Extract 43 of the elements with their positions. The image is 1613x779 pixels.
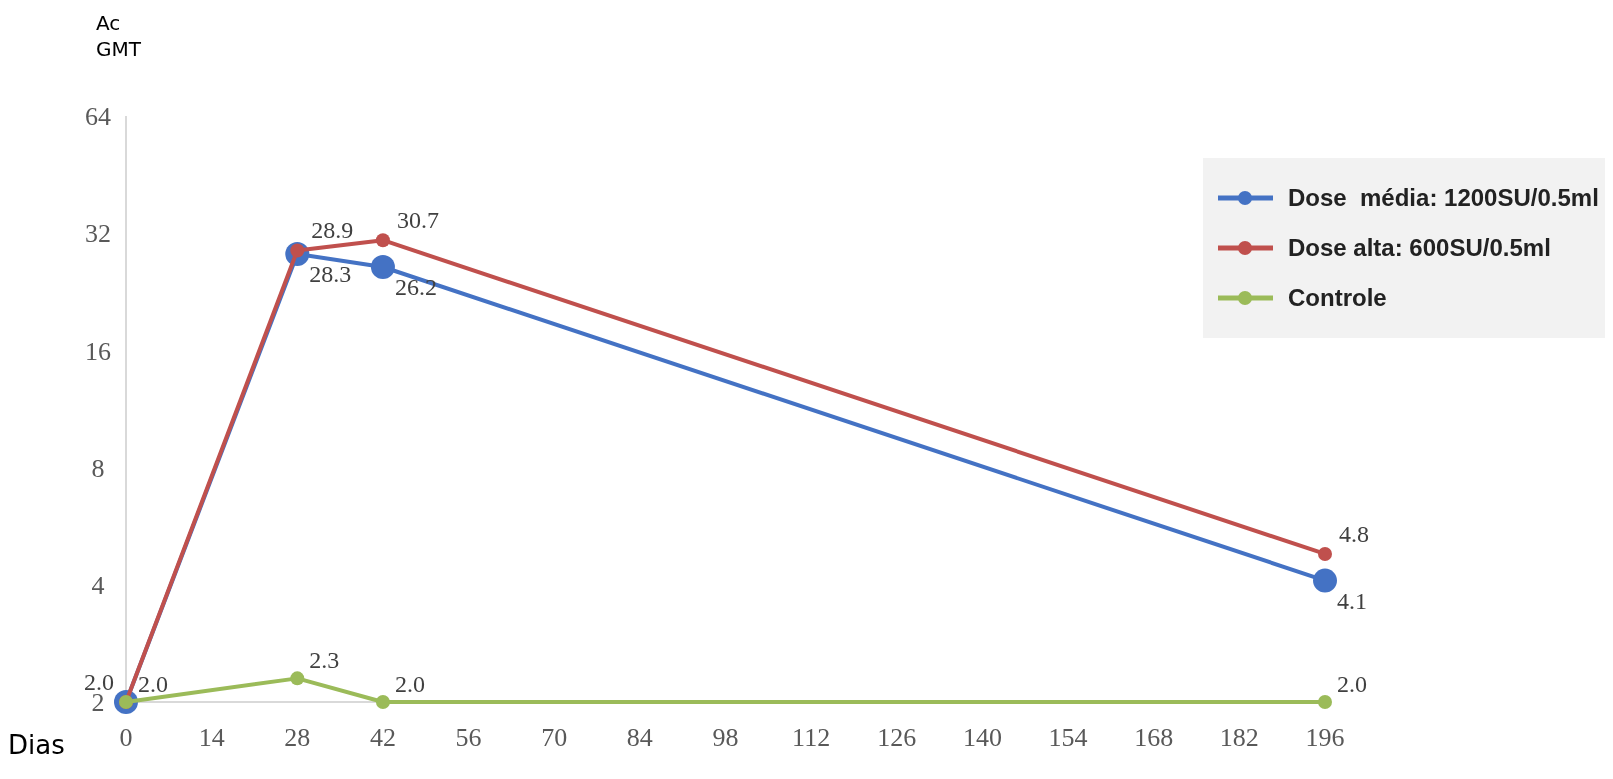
- y-tick-label: 4: [91, 570, 105, 600]
- x-tick-label: 70: [541, 723, 568, 752]
- x-tick-label: 140: [962, 723, 1002, 752]
- point: [1318, 695, 1332, 709]
- legend-label: Dose média: 1200SU/0.5ml: [1288, 184, 1599, 212]
- x-axis-title: Dias: [8, 730, 65, 760]
- point: [290, 671, 305, 686]
- x-tick-label: 0: [119, 723, 133, 752]
- data-label: 2.3: [309, 647, 340, 674]
- data-label: 28.9: [311, 217, 354, 244]
- x-tick-label: 182: [1219, 723, 1259, 752]
- data-label: 4.8: [1339, 520, 1369, 547]
- point: [375, 233, 390, 248]
- x-tick-label: 28: [284, 723, 311, 752]
- legend-label: Dose alta: 600SU/0.5ml: [1288, 234, 1551, 262]
- y-tick-label: 64: [85, 102, 111, 132]
- legend-label: Controle: [1288, 284, 1387, 312]
- x-tick-label: 154: [1048, 723, 1088, 752]
- y-tick-label: 16: [85, 336, 111, 366]
- y-tick-label: 8: [91, 453, 105, 483]
- data-label: 28.3: [309, 260, 352, 287]
- data-label: 2.0: [1337, 671, 1367, 697]
- x-tick-label: 168: [1134, 723, 1174, 752]
- point: [370, 255, 395, 280]
- point: [375, 695, 390, 709]
- x-tick-label: 42: [369, 723, 396, 752]
- x-tick-label: 84: [626, 723, 653, 752]
- x-tick-label: 126: [877, 723, 917, 752]
- y-axis-title: Ac GMT: [96, 11, 142, 61]
- point: [1318, 546, 1332, 561]
- data-label: 2.0: [138, 671, 168, 697]
- x-tick-label: 112: [792, 723, 831, 752]
- point: [1313, 568, 1337, 593]
- x-tick-label: 14: [198, 723, 225, 752]
- x-tick-label: 196: [1305, 723, 1345, 752]
- x-tick-label: 56: [455, 723, 482, 752]
- data-label: 4.1: [1337, 587, 1367, 614]
- data-label: 30.7: [396, 207, 439, 234]
- y-tick-label: 32: [85, 219, 111, 249]
- data-label: 2.0: [84, 669, 114, 695]
- data-label: 26.2: [394, 274, 437, 301]
- x-tick-label: 98: [712, 723, 739, 752]
- data-label: 2.0: [394, 671, 425, 697]
